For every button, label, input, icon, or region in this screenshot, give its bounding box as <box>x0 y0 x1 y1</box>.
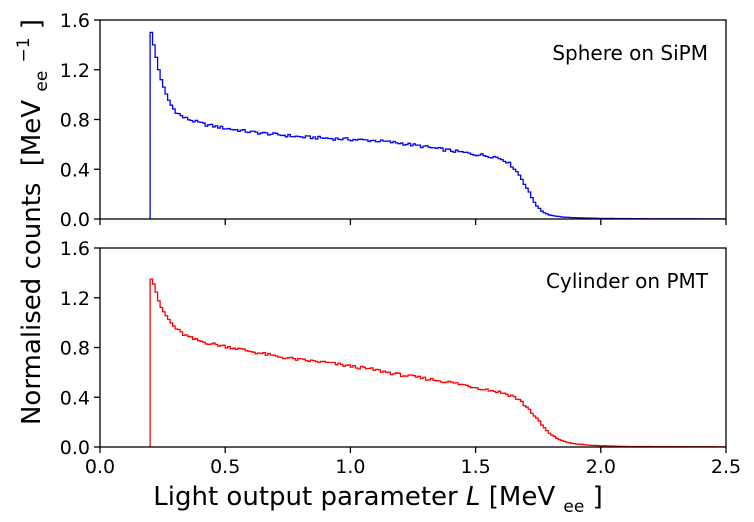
y-tick-label: 0.0 <box>60 209 90 231</box>
y-tick-label: 1.6 <box>60 238 90 260</box>
x-axis-label: Light output parameter L [MeV ee ] <box>153 482 602 518</box>
x-axis-label-var: L <box>466 482 481 512</box>
y-tick-label: 0.4 <box>60 387 90 409</box>
y-tick-label: 0.4 <box>60 159 90 181</box>
y-axis-label-main: Normalised counts <box>17 183 47 426</box>
y-axis-label-unit-close: ] <box>17 19 47 29</box>
x-tick-label: 1.5 <box>460 456 490 478</box>
y-tick-label: 0.0 <box>60 437 90 459</box>
y-tick-label: 1.2 <box>60 288 90 310</box>
y-tick-label: 1.2 <box>60 60 90 82</box>
x-axis-label-unit-open: [MeV <box>489 482 556 512</box>
x-tick-label: 0.0 <box>85 456 115 478</box>
y-axis-label-unit-sub: ee <box>32 71 52 92</box>
histogram-series-cylinder-on-pmt <box>149 278 726 448</box>
y-tick-label: 1.6 <box>60 10 90 32</box>
x-tick-label: 2.0 <box>586 456 616 478</box>
y-tick-label: 0.8 <box>60 110 90 132</box>
panel-annotation: Sphere on SiPM <box>552 41 708 65</box>
y-tick-label: 0.8 <box>60 338 90 360</box>
panel-cylinder-on-pmt: 0.0 0.4 0.8 1.2 1.6 0.0 0.5 1.0 1.5 2.0 2.5 Cylinde… <box>60 238 741 478</box>
x-axis-label-unit-sub: ee <box>563 497 584 517</box>
y-axis-label-unit-open: [MeV <box>17 100 47 167</box>
x-tick-label: 1.0 <box>335 456 365 478</box>
y-axis-label: Normalised counts [MeV ee −1 ] <box>6 19 54 425</box>
panel-annotation: Cylinder on PMT <box>546 269 709 293</box>
x-axis-label-unit-close: ] <box>593 482 603 512</box>
y-axis-label-unit-sup: −1 <box>14 37 34 62</box>
panel-sphere-on-sipm: 0.0 0.4 0.8 1.2 1.6 Sphere on SiPM <box>60 10 727 231</box>
x-tick-label: 2.5 <box>711 456 741 478</box>
x-axis-label-main: Light output parameter <box>153 482 466 512</box>
x-tick-label: 0.5 <box>210 456 240 478</box>
